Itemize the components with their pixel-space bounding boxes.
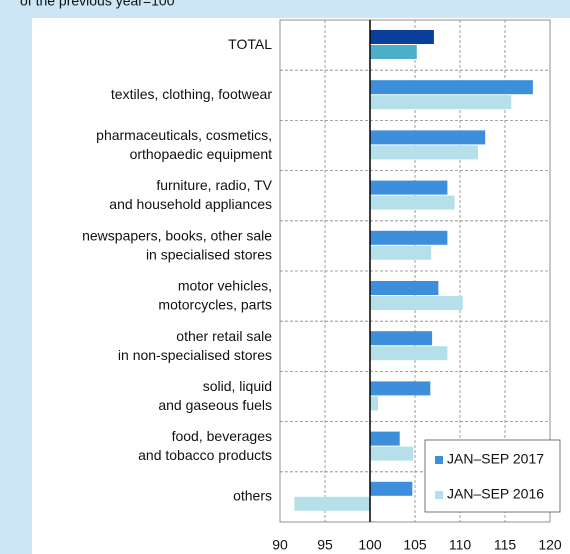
category-label: furniture, radio, TV and household applia…: [109, 177, 272, 212]
subtitle: of the previous year=100: [20, 0, 175, 9]
x-tick-label: 115: [494, 537, 517, 553]
legend-swatch: [435, 456, 443, 464]
bar: [370, 130, 486, 145]
category-label: motor vehicles, motorcycles, parts: [158, 277, 272, 312]
bar: [370, 281, 439, 295]
category-label: other retail sale in non-specialised stor…: [118, 328, 272, 363]
bar: [370, 230, 448, 245]
x-tick-label: 105: [403, 537, 427, 553]
bar: [370, 80, 533, 95]
bar: [370, 396, 379, 411]
bar: [370, 95, 512, 110]
category-label: solid, liquid and gaseous fuels: [158, 378, 272, 413]
plot-frame: [279, 19, 551, 523]
legend-label: JAN–SEP 2017: [447, 451, 544, 467]
bar: [294, 496, 370, 511]
bar: [370, 180, 448, 195]
bar: [370, 481, 413, 496]
bar: [370, 245, 432, 260]
bar: [370, 346, 448, 361]
x-tick-label: 90: [272, 537, 288, 553]
bar: [370, 195, 455, 210]
category-label: pharmaceuticals, cosmetics, orthopaedic e…: [96, 127, 272, 162]
x-tick-label: 120: [538, 537, 562, 553]
legend-label: JAN–SEP 2016: [447, 486, 544, 502]
category-label: newspapers, books, other sale in speciali…: [82, 227, 272, 262]
bar: [370, 431, 400, 446]
category-label: TOTAL: [228, 36, 272, 52]
x-tick-label: 100: [358, 537, 382, 553]
bar: [370, 145, 478, 160]
bar: [370, 331, 433, 346]
bar: [370, 381, 431, 396]
category-label: food, beverages and tobacco products: [138, 428, 272, 463]
bar: [370, 446, 414, 461]
category-label: textiles, clothing, footwear: [111, 86, 272, 102]
bar: [370, 30, 434, 44]
category-label: others: [233, 488, 272, 504]
legend-box: [424, 439, 561, 513]
bar: [370, 296, 463, 310]
x-tick-label: 110: [449, 537, 472, 553]
x-tick-label: 95: [317, 537, 333, 553]
legend-swatch: [435, 491, 443, 499]
bar: [370, 45, 417, 59]
